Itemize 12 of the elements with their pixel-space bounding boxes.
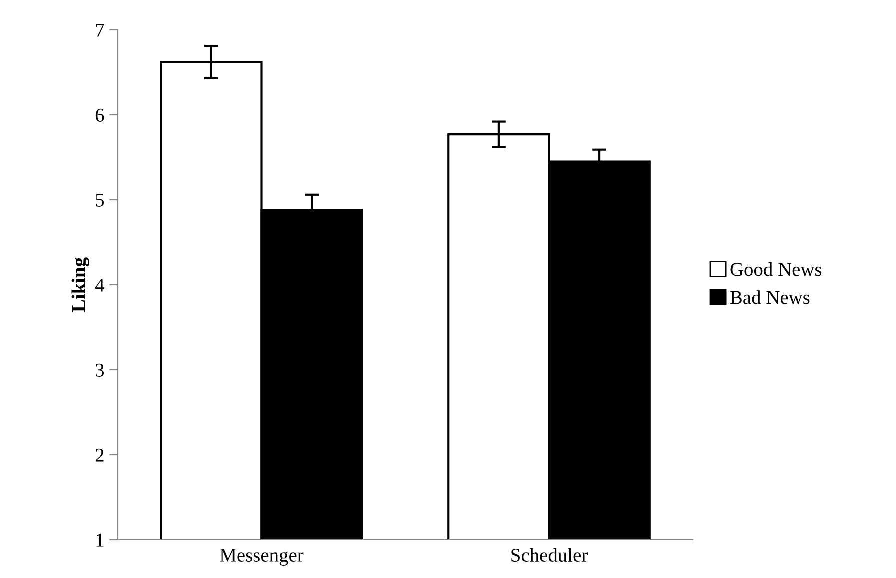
y-tick-label: 3 <box>96 364 104 377</box>
x-tick-label: Messenger <box>220 549 304 566</box>
y-tick-label: 4 <box>95 278 104 292</box>
y-axis-title: Liking <box>72 258 90 312</box>
x-tick-label: Scheduler <box>512 548 588 562</box>
y-tick-label: 1 <box>96 534 104 547</box>
y-tick-label: 7 <box>96 24 104 37</box>
legend-label: Good News <box>730 262 822 276</box>
y-tick-label: 6 <box>96 108 104 122</box>
y-tick-label: 5 <box>96 194 104 207</box>
legend-label: Bad News <box>730 290 810 304</box>
y-tick-label: 2 <box>96 448 104 462</box>
